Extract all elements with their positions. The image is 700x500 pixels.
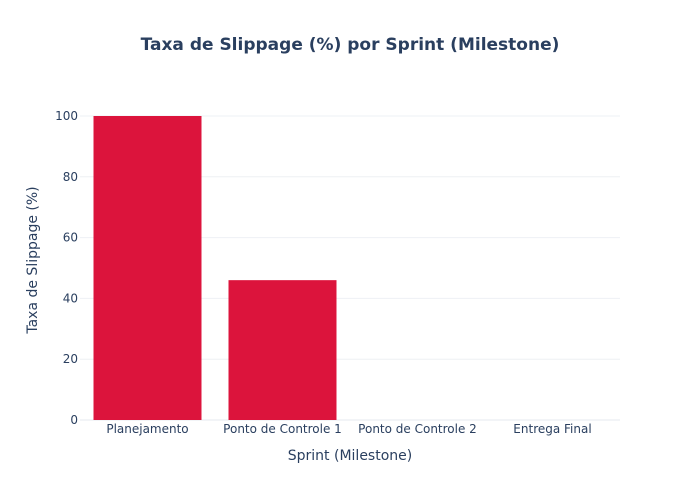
y-tick-label: 20 xyxy=(63,352,78,366)
bar[interactable] xyxy=(93,116,202,420)
x-axis-title: Sprint (Milestone) xyxy=(288,448,412,464)
bar[interactable] xyxy=(228,280,337,420)
y-tick-label: 40 xyxy=(63,291,78,305)
x-axis-ticks: Planejamento Ponto de Controle 1 Ponto de … xyxy=(106,422,591,436)
bars xyxy=(93,116,337,420)
y-tick-label: 100 xyxy=(55,109,78,123)
y-axis-title: Taxa de Slippage (%) xyxy=(25,186,41,334)
y-axis-ticks: 0 20 40 60 80 100 xyxy=(55,109,78,427)
chart-title: Taxa de Slippage (%) por Sprint (Milesto… xyxy=(141,35,560,55)
x-tick-label: Ponto de Controle 2 xyxy=(358,422,477,436)
x-tick-label: Entrega Final xyxy=(513,422,591,436)
y-tick-label: 60 xyxy=(63,231,78,245)
y-tick-label: 0 xyxy=(70,413,78,427)
x-tick-label: Ponto de Controle 1 xyxy=(223,422,342,436)
x-tick-label: Planejamento xyxy=(106,422,188,436)
y-tick-label: 80 xyxy=(63,170,78,184)
